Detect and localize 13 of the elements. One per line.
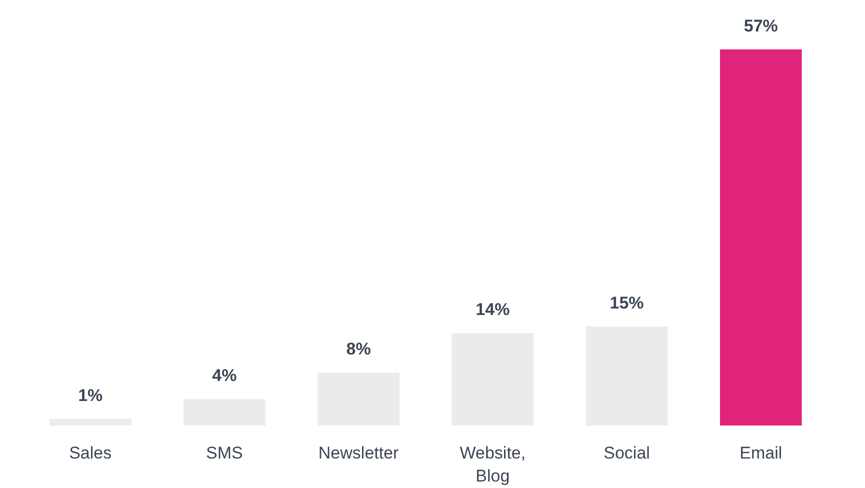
data-label: 15%	[610, 294, 644, 313]
x-tick-label: Website, Blog	[460, 444, 526, 486]
data-label: 8%	[346, 340, 371, 359]
x-tick-label: Sales	[69, 444, 112, 462]
x-tick-label: Email	[740, 444, 782, 462]
data-label: 1%	[78, 386, 103, 405]
x-tick-label: Social	[604, 444, 650, 462]
data-label: 57%	[744, 16, 778, 36]
data-label: 14%	[476, 300, 510, 320]
x-tick-label: SMS	[206, 444, 243, 462]
data-label: 4%	[212, 366, 237, 386]
x-tick-label: Newsletter	[318, 444, 400, 462]
bar	[720, 49, 802, 426]
